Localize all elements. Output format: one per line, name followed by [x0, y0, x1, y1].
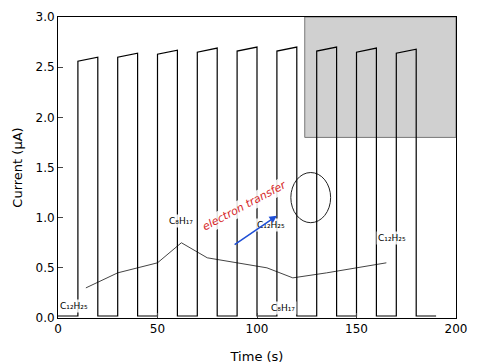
- svg-text:0.5: 0.5: [36, 261, 55, 275]
- svg-text:1.5: 1.5: [36, 161, 55, 175]
- svg-text:C₁₂H₂₅: C₁₂H₂₅: [378, 233, 406, 243]
- svg-text:150: 150: [345, 322, 368, 336]
- svg-text:200: 200: [445, 322, 468, 336]
- svg-text:Current (μA): Current (μA): [10, 127, 25, 207]
- svg-text:C₁₂H₂₅: C₁₂H₂₅: [60, 301, 88, 311]
- svg-text:electron transfer: electron transfer: [200, 178, 289, 233]
- svg-text:0.0: 0.0: [36, 311, 55, 325]
- svg-text:C₈H₁₇: C₈H₁₇: [271, 303, 295, 313]
- svg-text:3.0: 3.0: [36, 10, 55, 24]
- svg-text:1.0: 1.0: [36, 211, 55, 225]
- svg-text:Time (s): Time (s): [230, 349, 284, 364]
- svg-text:50: 50: [150, 322, 165, 336]
- svg-text:2.0: 2.0: [36, 111, 55, 125]
- svg-text:C₈H₁₇: C₈H₁₇: [169, 216, 193, 226]
- svg-text:2.5: 2.5: [36, 60, 55, 74]
- svg-text:0: 0: [54, 322, 62, 336]
- svg-text:C₁₂H₂₅: C₁₂H₂₅: [257, 220, 285, 230]
- svg-text:100: 100: [246, 322, 269, 336]
